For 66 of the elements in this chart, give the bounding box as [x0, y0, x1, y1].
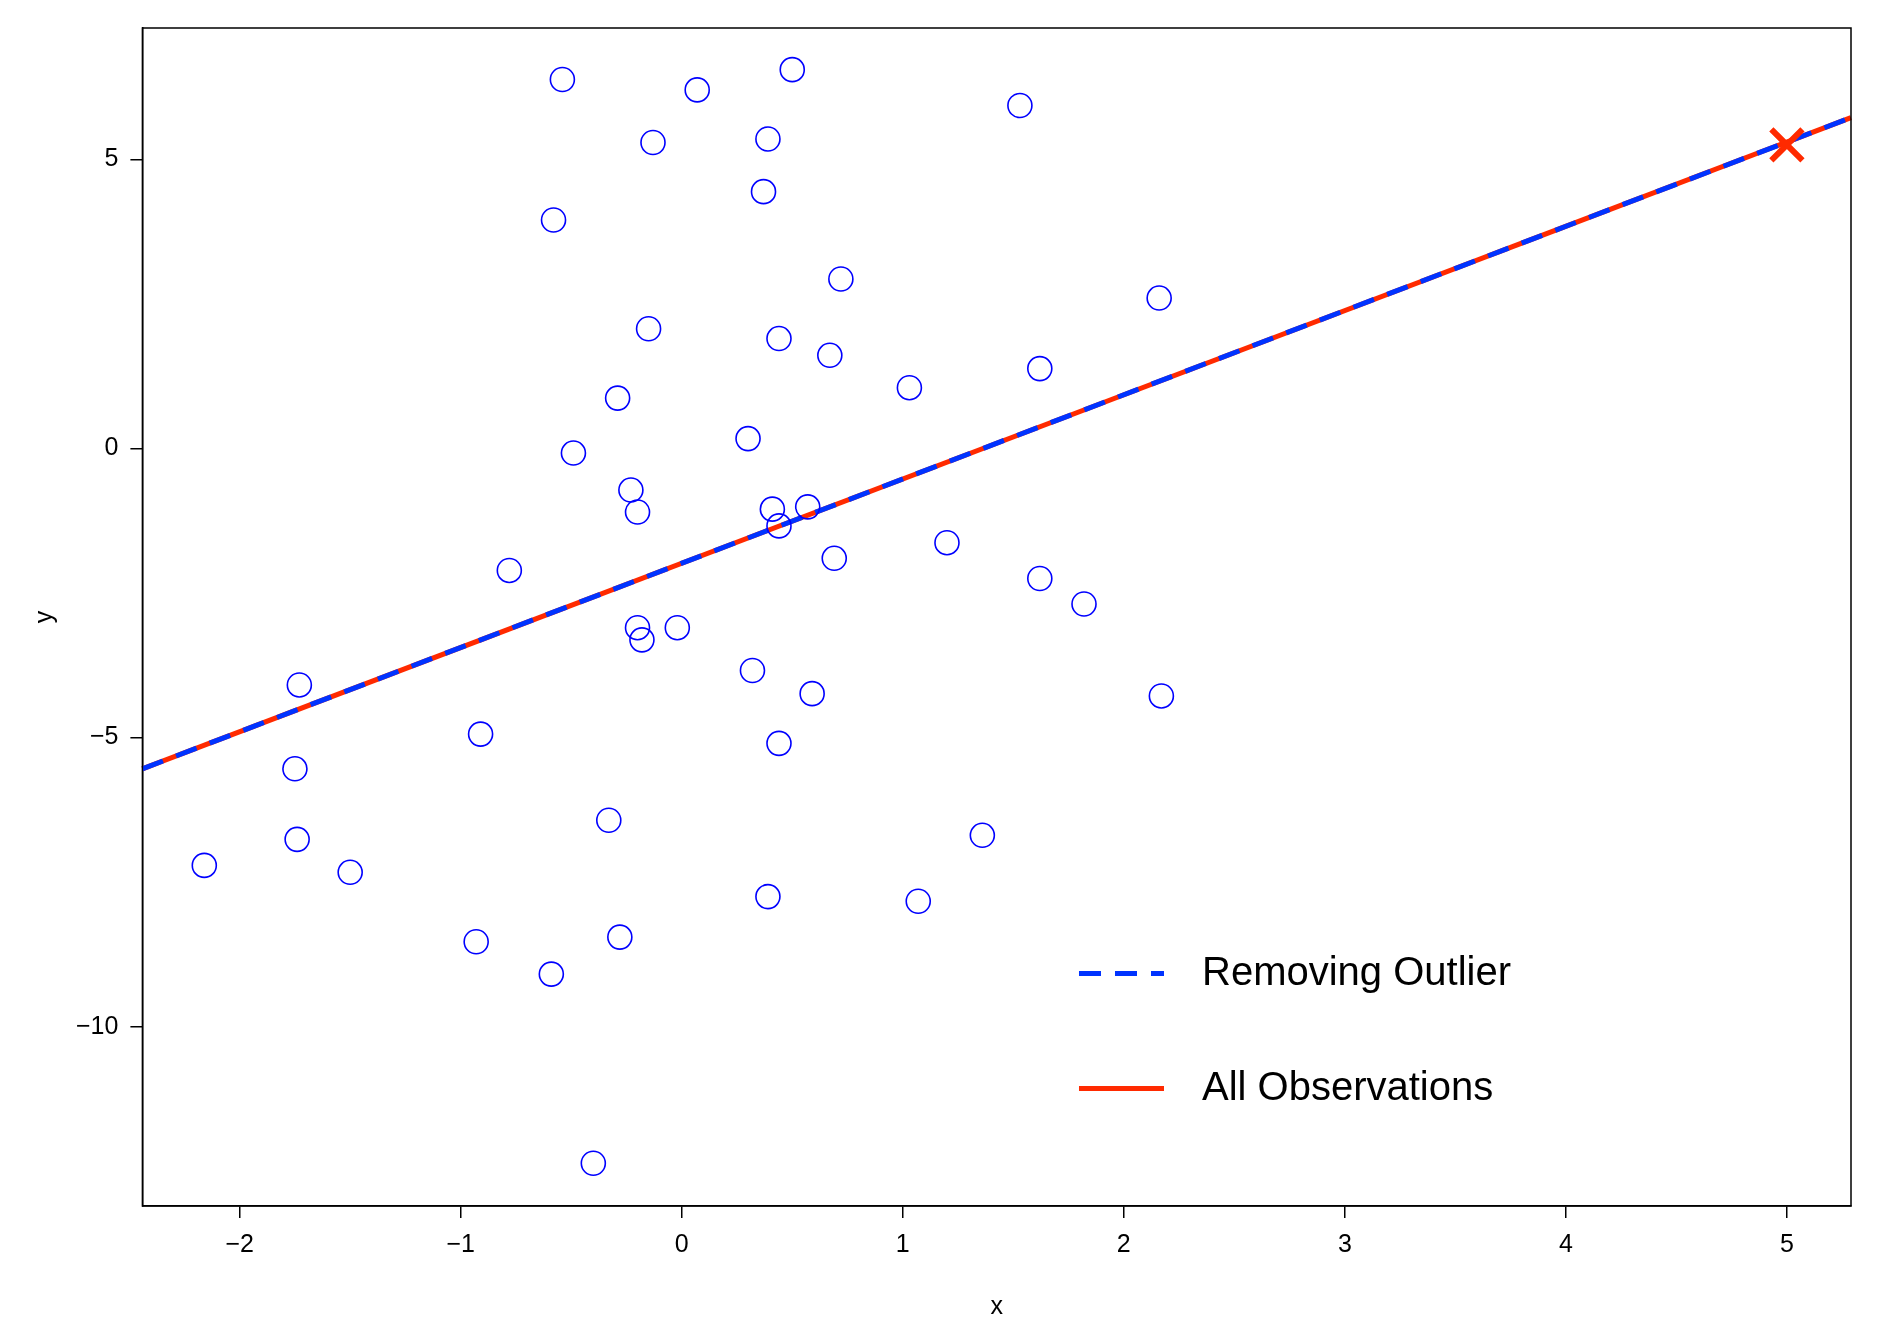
point [794, 494, 821, 520]
point [604, 385, 631, 411]
point [759, 496, 786, 522]
x-tick-label: 4 [1558, 1228, 1573, 1257]
point [624, 499, 651, 525]
point [496, 557, 523, 584]
x-tick-label: −2 [225, 1228, 254, 1257]
x-tick-label: 2 [1116, 1228, 1131, 1257]
point [755, 126, 781, 152]
point [684, 77, 710, 103]
point [467, 721, 494, 747]
point [969, 822, 996, 849]
point [1146, 285, 1172, 311]
point [739, 657, 766, 684]
point [779, 56, 806, 83]
y-tick-label: −5 [89, 721, 119, 750]
point [540, 207, 567, 233]
point [560, 440, 587, 466]
point [191, 852, 218, 879]
point [538, 961, 565, 987]
point [1007, 92, 1033, 119]
point [640, 129, 666, 156]
point [595, 807, 622, 834]
point [664, 614, 691, 641]
point [549, 66, 576, 93]
point [580, 1150, 607, 1177]
point [629, 627, 655, 653]
y-tick-label: 5 [104, 143, 119, 172]
point [618, 477, 644, 503]
point [799, 680, 825, 707]
y-axis-title: y [28, 610, 57, 624]
x-tick-label: 1 [895, 1228, 910, 1257]
point [1071, 591, 1097, 617]
x-tick-label: −1 [446, 1228, 475, 1257]
point [750, 178, 777, 205]
point [463, 928, 489, 955]
legend-label: All Observations [1202, 1063, 1494, 1108]
legend-label: Removing Outlier [1202, 948, 1512, 993]
point [286, 672, 313, 698]
x-axis-title: x [990, 1290, 1004, 1319]
point [337, 859, 363, 886]
point [284, 826, 310, 853]
point [735, 425, 761, 452]
point [766, 325, 792, 352]
point [766, 513, 792, 539]
point [607, 924, 633, 950]
x-tick-label: 3 [1337, 1228, 1352, 1257]
point [934, 529, 960, 556]
point [755, 883, 781, 910]
point [1768, 126, 1806, 164]
point [817, 342, 843, 369]
point [1027, 355, 1053, 382]
x-tick-label: 5 [1779, 1228, 1794, 1257]
point [282, 756, 308, 782]
point [828, 266, 854, 292]
point [1027, 565, 1053, 592]
x-tick-label: 0 [674, 1228, 689, 1257]
point [821, 545, 848, 572]
point [905, 888, 932, 915]
point [766, 730, 792, 757]
y-tick-label: −10 [75, 1010, 119, 1039]
point [624, 614, 651, 641]
point [635, 315, 662, 342]
point [1148, 683, 1175, 709]
point [896, 374, 923, 401]
y-tick-label: 0 [104, 432, 119, 461]
